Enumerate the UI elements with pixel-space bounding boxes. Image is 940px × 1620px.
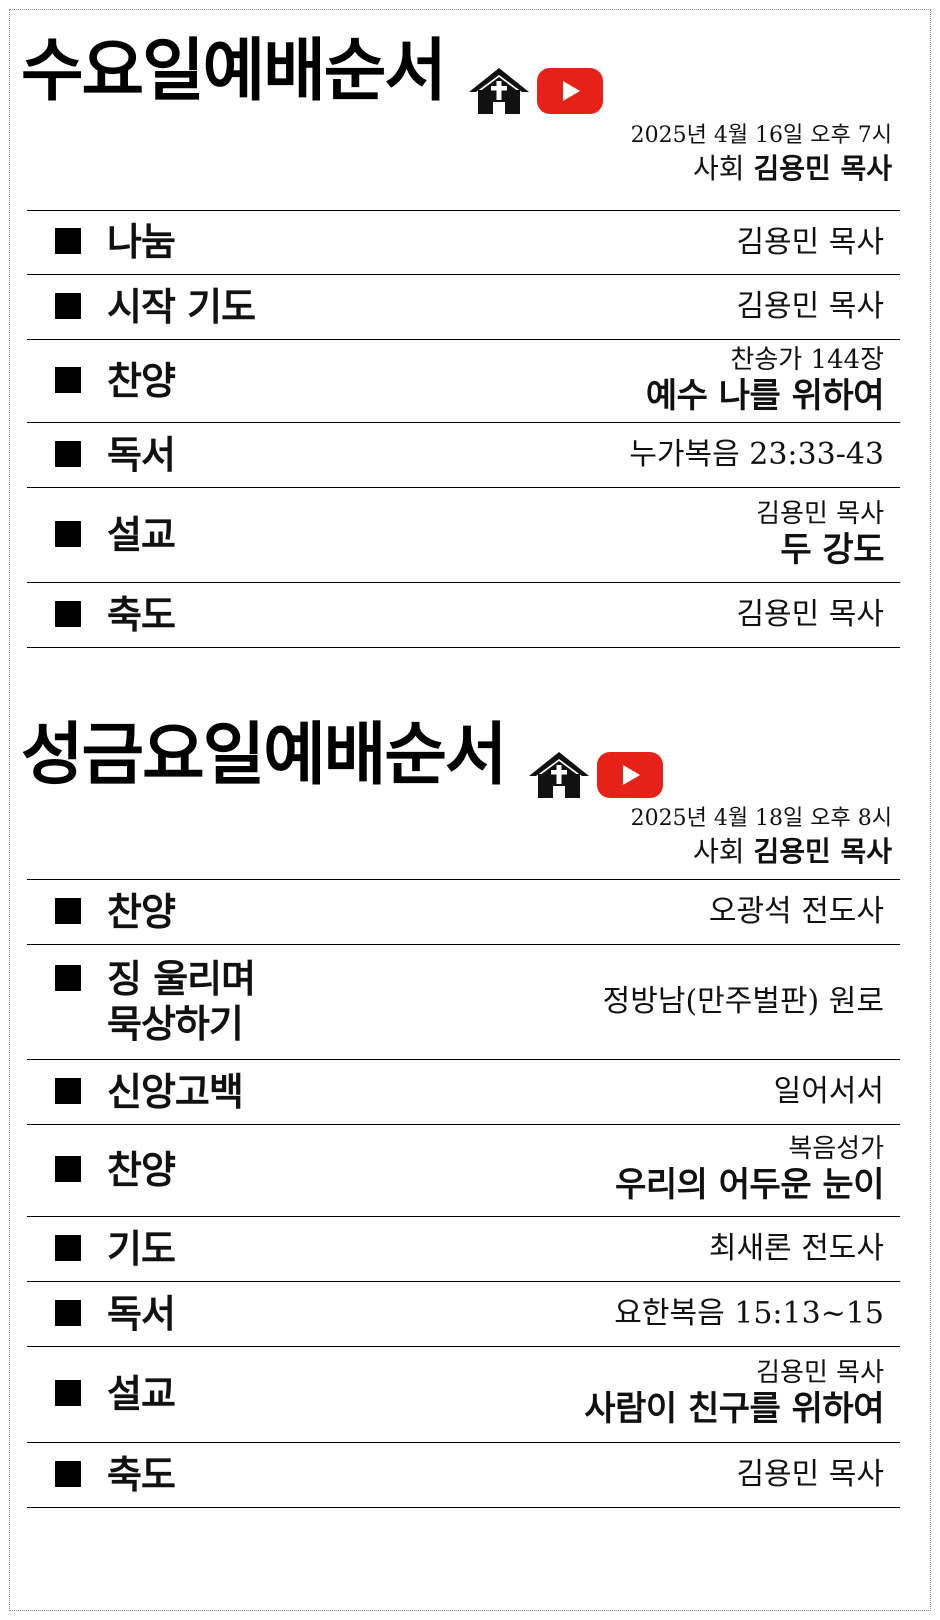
square-bullet-icon <box>55 1299 81 1326</box>
service-date: 2025년 4월 18일 오후 8시 <box>630 806 892 831</box>
order-item-benediction: 축도 김용민 목사 <box>27 1443 900 1508</box>
square-bullet-icon <box>55 228 81 255</box>
order-item-gong-meditation: 징 울리며 묵상하기 정방남(만주벌판) 원로 <box>27 945 900 1060</box>
order-item-praise: 찬양 찬송가 144장 예수 나를 위하여 <box>27 340 900 423</box>
order-item-prayer: 기도 최새론 전도사 <box>27 1217 900 1282</box>
square-bullet-icon <box>55 965 81 992</box>
leader-name: 김용민 목사 <box>753 152 892 186</box>
wednesday-service: 수요일예배순서 2025년 4월 16일 오후 7시 <box>21 28 900 648</box>
order-item-label: 설교 <box>107 512 176 557</box>
preacher-name: 김용민 목사 <box>756 498 884 529</box>
order-item-sharing: 나눔 김용민 목사 <box>27 211 900 275</box>
order-item-label: 찬양 <box>107 1148 176 1193</box>
scripture-reference: 누가복음 23:33-43 <box>629 437 884 472</box>
church-icon[interactable] <box>467 66 531 116</box>
preacher-name: 김용민 목사 <box>756 1358 884 1389</box>
good-friday-order-list: 찬양 오광석 전도사 징 울리며 묵상하기 정방남(만주벌판) 원로 신앙고백 … <box>27 879 900 1508</box>
order-item-praise: 찬양 오광석 전도사 <box>27 880 900 945</box>
good-friday-meta: 2025년 4월 18일 오후 8시 사회 김용민 목사 <box>631 806 892 871</box>
order-item-reading: 독서 요한복음 15:13~15 <box>27 1282 900 1347</box>
order-item-label: 독서 <box>107 1291 176 1336</box>
wednesday-title: 수요일예배순서 <box>21 32 447 111</box>
service-leader: 사회 김용민 목사 <box>631 834 892 870</box>
leader-role: 사회 <box>693 152 745 186</box>
order-item-opening-prayer: 시작 기도 김용민 목사 <box>27 275 900 340</box>
wednesday-header: 수요일예배순서 2025년 4월 16일 오후 7시 <box>21 28 900 186</box>
square-bullet-icon <box>55 292 81 319</box>
order-item-sermon: 설교 김용민 목사 두 강도 <box>27 488 900 583</box>
order-item-label-line2: 묵상하기 <box>107 1002 244 1046</box>
order-item-detail: 김용민 목사 <box>736 289 884 324</box>
order-item-detail: 오광석 전도사 <box>708 894 884 929</box>
order-item-label: 축도 <box>107 592 176 637</box>
order-item-detail: 김용민 목사 <box>736 224 884 260</box>
order-item-detail: 김용민 목사 <box>736 597 884 632</box>
youtube-icon[interactable] <box>597 752 663 798</box>
sermon-title: 두 강도 <box>780 529 884 570</box>
good-friday-service: 성금요일예배순서 2025년 4월 18일 오후 8시 <box>21 712 900 1508</box>
hymn-title: 예수 나를 위하여 <box>645 375 885 416</box>
good-friday-icons <box>527 750 663 800</box>
square-bullet-icon <box>55 1460 81 1487</box>
wednesday-meta: 2025년 4월 16일 오후 7시 사회 김용민 목사 <box>631 123 892 188</box>
square-bullet-icon <box>55 440 81 467</box>
square-bullet-icon <box>55 897 81 924</box>
good-friday-header: 성금요일예배순서 2025년 4월 18일 오후 8시 <box>21 712 900 869</box>
wednesday-icons <box>467 66 603 116</box>
scripture-reference: 요한복음 15:13~15 <box>614 1296 884 1331</box>
service-date: 2025년 4월 16일 오후 7시 <box>630 123 892 148</box>
leader-name: 김용민 목사 <box>753 835 892 869</box>
order-item-label: 독서 <box>107 432 176 477</box>
order-item-benediction: 축도 김용민 목사 <box>27 583 900 648</box>
leader-role: 사회 <box>693 835 745 869</box>
service-leader: 사회 김용민 목사 <box>631 151 892 187</box>
order-item-praise-2: 찬양 복음성가 우리의 어두운 눈이 <box>27 1125 900 1217</box>
song-title: 우리의 어두운 눈이 <box>615 1165 884 1206</box>
order-item-label: 찬양 <box>107 358 176 403</box>
order-item-creed: 신앙고백 일어서서 <box>27 1060 900 1125</box>
order-item-label: 신앙고백 <box>107 1069 244 1114</box>
order-item-sermon: 설교 김용민 목사 사람이 친구를 위하여 <box>27 1347 900 1443</box>
sermon-title: 사람이 친구를 위하여 <box>584 1389 884 1430</box>
square-bullet-icon <box>55 1156 81 1183</box>
square-bullet-icon <box>55 520 81 547</box>
order-item-label: 찬양 <box>107 889 176 934</box>
church-icon[interactable] <box>527 750 591 800</box>
square-bullet-icon <box>55 1380 81 1407</box>
order-item-detail: 김용민 목사 <box>736 1457 884 1492</box>
order-item-detail: 최새론 전도사 <box>708 1231 884 1266</box>
square-bullet-icon <box>55 1077 81 1104</box>
square-bullet-icon <box>55 600 81 627</box>
order-item-reading: 독서 누가복음 23:33-43 <box>27 423 900 488</box>
hymn-number: 찬송가 144장 <box>730 344 884 375</box>
order-item-label: 나눔 <box>107 220 176 265</box>
order-item-label: 축도 <box>107 1452 176 1497</box>
order-item-label-multiline: 징 울리며 묵상하기 <box>107 957 256 1047</box>
order-item-label: 시작 기도 <box>107 284 256 329</box>
wednesday-order-list: 나눔 김용민 목사 시작 기도 김용민 목사 찬양 찬송가 144장 예수 나를… <box>27 210 900 648</box>
order-item-label: 설교 <box>107 1372 176 1417</box>
square-bullet-icon <box>55 1234 81 1261</box>
order-item-detail: 일어서서 <box>773 1074 884 1109</box>
order-item-label-line1: 징 울리며 <box>107 957 256 1002</box>
good-friday-title: 성금요일예배순서 <box>21 716 507 795</box>
youtube-icon[interactable] <box>537 68 603 114</box>
page-frame <box>9 9 931 1611</box>
order-item-detail: 정방남(만주벌판) 원로 <box>602 984 884 1019</box>
song-category: 복음성가 <box>788 1134 884 1165</box>
order-item-label: 기도 <box>107 1226 176 1271</box>
square-bullet-icon <box>55 366 81 393</box>
